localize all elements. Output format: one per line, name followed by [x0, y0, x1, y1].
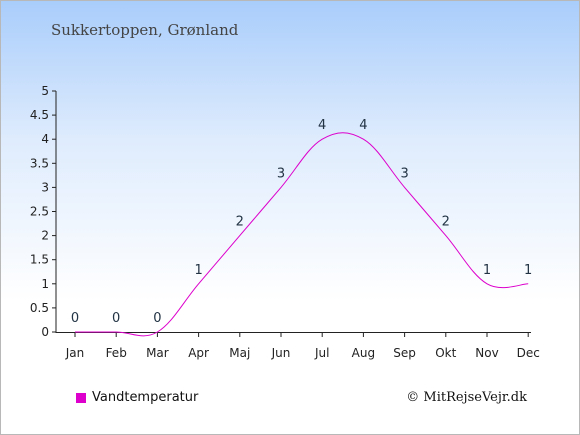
y-tick-label: 4.5 — [30, 108, 49, 122]
legend-label: Vandtemperatur — [92, 390, 199, 405]
axes — [55, 91, 531, 333]
data-label: 0 — [153, 311, 161, 326]
data-label: 1 — [483, 263, 491, 278]
x-ticks: Jan Feb Mar Apr Maj Jun Jul Aug Sep Okt Nov Dec — [65, 332, 540, 360]
data-labels: 0 0 0 1 2 3 4 4 3 2 1 1 — [71, 118, 532, 326]
x-tick-label: Aug — [352, 346, 375, 360]
credit-text: © MitRejseVejr.dk — [406, 390, 527, 405]
data-label: 0 — [112, 311, 120, 326]
y-tick-label: 2.5 — [30, 205, 49, 219]
data-label: 2 — [236, 215, 244, 230]
y-tick-label: 1 — [41, 277, 49, 291]
y-tick-label: 4 — [41, 132, 49, 146]
legend: Vandtemperatur — [76, 390, 198, 405]
x-tick-label: Jul — [314, 346, 329, 360]
chart-title: Sukkertoppen, Grønland — [51, 21, 239, 39]
x-tick-label: Feb — [106, 346, 127, 360]
data-label: 0 — [71, 311, 79, 326]
data-label: 2 — [442, 215, 450, 230]
series-line-vandtemperatur — [75, 132, 529, 337]
x-tick-label: Jan — [65, 346, 85, 360]
data-label: 1 — [194, 263, 202, 278]
y-tick-label: 2 — [41, 229, 49, 243]
y-tick-label: 0.5 — [30, 301, 49, 315]
x-tick-label: Mar — [146, 346, 169, 360]
x-tick-label: Sep — [393, 346, 416, 360]
y-tick-label: 3.5 — [30, 156, 49, 170]
x-tick-label: Jun — [271, 346, 291, 360]
x-tick-label: Nov — [475, 346, 498, 360]
data-label: 1 — [524, 263, 532, 278]
data-label: 3 — [277, 166, 285, 181]
y-tick-label: 1.5 — [30, 253, 49, 267]
data-label: 4 — [318, 118, 326, 133]
data-label: 4 — [359, 118, 367, 133]
x-tick-label: Apr — [188, 346, 209, 360]
data-label: 3 — [400, 166, 408, 181]
x-tick-label: Okt — [435, 346, 456, 360]
y-tick-label: 5 — [41, 84, 49, 98]
x-tick-label: Maj — [229, 346, 250, 360]
y-ticks: 0 0.5 1 1.5 2 2.5 3 3.5 4 4.5 5 — [30, 84, 56, 339]
y-tick-label: 3 — [41, 180, 49, 194]
x-tick-label: Dec — [517, 346, 540, 360]
y-tick-label: 0 — [41, 325, 49, 339]
legend-swatch — [76, 392, 86, 403]
